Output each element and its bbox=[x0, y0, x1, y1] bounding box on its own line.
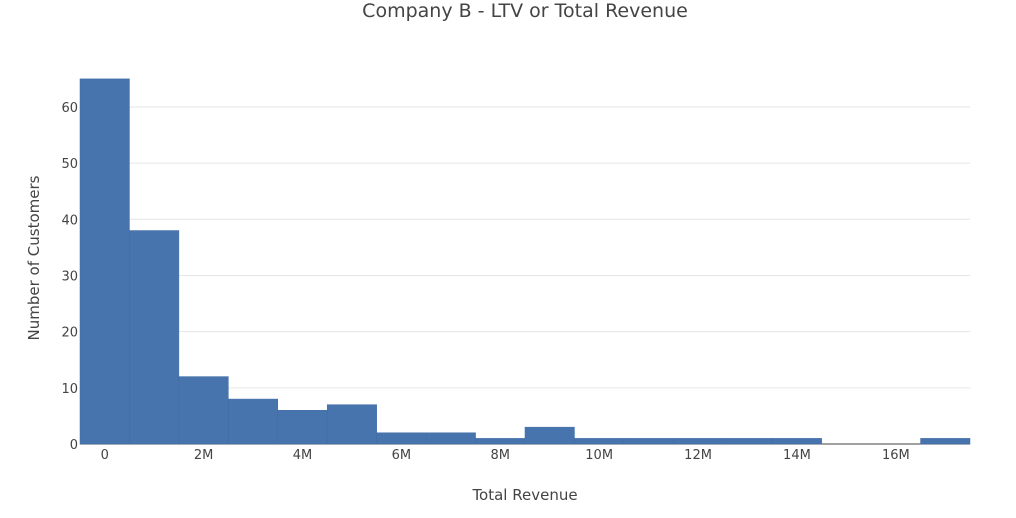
histogram-bar[interactable] bbox=[771, 438, 822, 445]
histogram-bar[interactable] bbox=[228, 398, 279, 445]
x-tick-label: 12M bbox=[684, 448, 712, 463]
x-axis-ticks: 0 2M 4M 6M 8M 10M 12M 14M 16M bbox=[101, 448, 910, 463]
histogram-bar[interactable] bbox=[376, 432, 427, 445]
histogram-bar[interactable] bbox=[277, 410, 328, 445]
y-tick-label: 30 bbox=[61, 269, 78, 284]
x-tick-label: 4M bbox=[293, 448, 313, 463]
histogram-bar[interactable] bbox=[623, 438, 674, 445]
x-tick-label: 16M bbox=[882, 448, 910, 463]
x-tick-label: 6M bbox=[392, 448, 412, 463]
chart-title: Company B - LTV or Total Revenue bbox=[362, 0, 688, 22]
histogram-bar[interactable] bbox=[673, 438, 724, 445]
histogram-bar[interactable] bbox=[920, 438, 971, 445]
histogram-bar[interactable] bbox=[524, 426, 575, 445]
x-axis-title: Total Revenue bbox=[471, 486, 577, 504]
y-tick-label: 50 bbox=[61, 157, 78, 172]
x-tick-label: 8M bbox=[491, 448, 511, 463]
x-tick-label: 10M bbox=[585, 448, 613, 463]
x-tick-label: 2M bbox=[194, 448, 214, 463]
bars bbox=[79, 78, 971, 445]
y-tick-label: 40 bbox=[61, 213, 78, 228]
histogram-bar[interactable] bbox=[722, 438, 773, 445]
histogram-bar[interactable] bbox=[574, 438, 625, 445]
histogram-bar[interactable] bbox=[79, 78, 130, 445]
y-tick-label: 20 bbox=[61, 326, 78, 341]
y-tick-label: 10 bbox=[61, 382, 78, 397]
y-tick-label: 0 bbox=[70, 438, 78, 453]
histogram-bar[interactable] bbox=[475, 438, 526, 445]
histogram-bar[interactable] bbox=[425, 432, 476, 445]
y-axis-ticks: 0 10 20 30 40 50 60 bbox=[61, 101, 78, 453]
x-tick-label: 14M bbox=[783, 448, 811, 463]
histogram-bar[interactable] bbox=[326, 404, 377, 445]
y-axis-title: Number of Customers bbox=[25, 175, 43, 340]
x-tick-label: 0 bbox=[101, 448, 109, 463]
histogram-bar[interactable] bbox=[129, 230, 180, 445]
y-tick-label: 60 bbox=[61, 101, 78, 116]
histogram-bar[interactable] bbox=[178, 376, 229, 445]
